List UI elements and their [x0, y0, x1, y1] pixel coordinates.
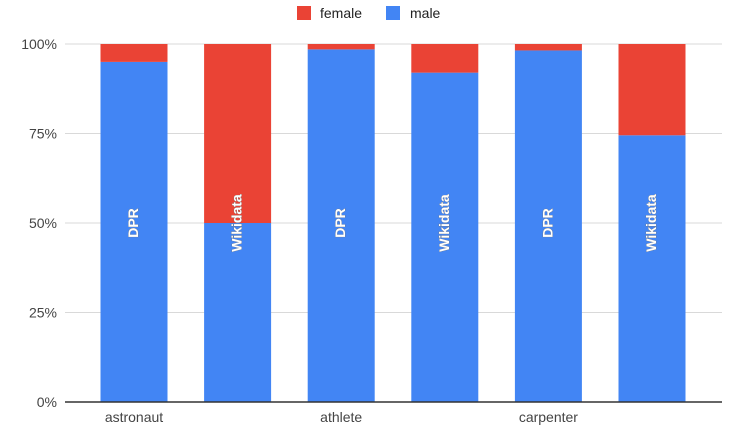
bar-label: DPR: [125, 208, 141, 238]
y-tick-label: 50%: [29, 215, 57, 231]
gridlines: [65, 43, 722, 313]
bar-segment-male: [411, 72, 479, 402]
bar-segment-female: [411, 44, 479, 73]
y-tick-label: 25%: [29, 305, 57, 321]
legend-swatch-male: [386, 6, 400, 20]
bar-label: DPR: [539, 208, 555, 238]
bar-label: DPR: [332, 208, 348, 238]
y-tick-label: 100%: [21, 36, 57, 52]
y-tick-label: 75%: [29, 126, 57, 142]
bars: [100, 44, 686, 403]
legend-swatch-female: [297, 6, 311, 20]
x-tick-label: athlete: [320, 409, 362, 425]
bar-label: Wikidata: [643, 194, 659, 252]
x-tick-label: carpenter: [519, 409, 578, 425]
legend-label: female: [320, 5, 362, 21]
bar-segment-female: [307, 44, 375, 50]
x-tick-label: astronaut: [105, 409, 163, 425]
legend-label: male: [410, 5, 441, 21]
bar-segment-male: [514, 50, 582, 402]
bar-label: Wikidata: [229, 194, 245, 252]
y-tick-label: 0%: [37, 394, 57, 410]
bar-segment-male: [307, 49, 375, 403]
bar-segment-female: [100, 44, 168, 62]
y-axis-ticks: 0% 25% 50% 75% 100%: [21, 36, 57, 410]
bar-label: Wikidata: [436, 194, 452, 252]
bar-segment-male: [618, 135, 686, 403]
bar-segment-female: [618, 44, 686, 136]
x-axis-ticks: astronaut athlete carpenter: [105, 409, 578, 425]
bar-segment-female: [514, 44, 582, 51]
bar-labels: DPR Wikidata DPR Wikidata DPR Wikidata: [125, 194, 660, 252]
bar-segment-male: [100, 61, 168, 403]
bar-segment-male: [204, 223, 272, 402]
bar-segment-female: [204, 44, 272, 223]
legend: female male: [297, 5, 441, 21]
